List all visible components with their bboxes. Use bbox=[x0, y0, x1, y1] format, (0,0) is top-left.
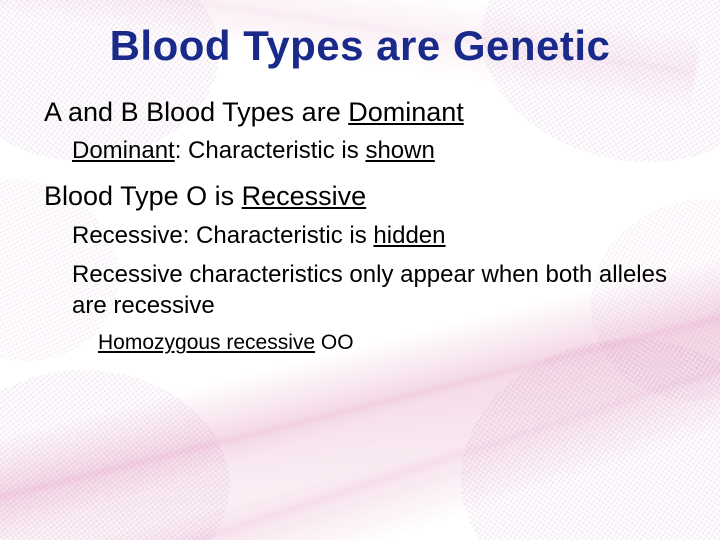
body-line-4: Recessive: Characteristic is hidden bbox=[72, 220, 680, 251]
underlined-term: Recessive bbox=[242, 181, 367, 211]
body-line-1: A and B Blood Types are Dominant bbox=[44, 96, 680, 130]
body-line-6: Homozygous recessive OO bbox=[98, 329, 680, 356]
text-run: Recessive: Characteristic is bbox=[72, 222, 373, 249]
text-run: OO bbox=[315, 331, 354, 354]
slide-content: Blood Types are Genetic A and B Blood Ty… bbox=[0, 0, 720, 356]
underlined-term: Dominant bbox=[348, 97, 464, 127]
underlined-term: Dominant bbox=[72, 137, 175, 164]
text-run: A and B Blood Types are bbox=[44, 97, 348, 127]
text-run: Blood Type O is bbox=[44, 181, 242, 211]
body-line-5: Recessive characteristics only appear wh… bbox=[72, 259, 680, 321]
underlined-term: Homozygous recessive bbox=[98, 331, 315, 354]
slide-title: Blood Types are Genetic bbox=[40, 22, 680, 70]
text-run: : Characteristic is bbox=[175, 137, 366, 164]
underlined-term: hidden bbox=[373, 222, 445, 249]
body-line-3: Blood Type O is Recessive bbox=[44, 180, 680, 214]
underlined-term: shown bbox=[365, 137, 434, 164]
body-line-2: Dominant: Characteristic is shown bbox=[72, 136, 680, 166]
